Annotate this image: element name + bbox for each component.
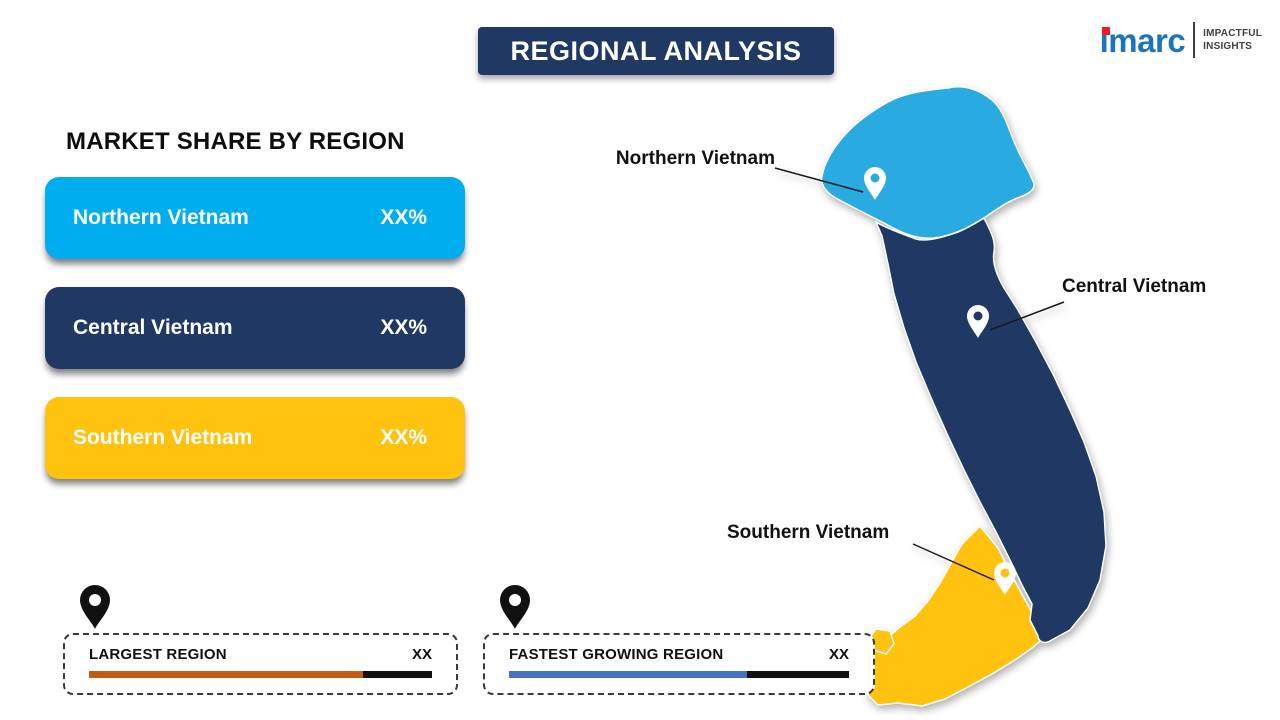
share-bar-value: XX% — [380, 316, 427, 339]
brand-red-dot — [1101, 26, 1110, 35]
tagline-line-1: IMPACTFUL — [1203, 28, 1262, 39]
map-label-southern: Southern Vietnam — [727, 522, 890, 543]
share-bar-label: Central Vietnam — [73, 316, 233, 339]
fastest-growing-bar-end — [747, 671, 849, 678]
brand-wordmark: imarc — [1099, 21, 1186, 59]
share-bar-southern: Southern Vietnam XX% — [45, 397, 465, 479]
largest-region-box: LARGEST REGION XX — [63, 633, 458, 695]
imarc-brand-text: imarc — [1100, 24, 1186, 57]
tagline-line-2: INSIGHTS — [1203, 41, 1252, 52]
fastest-growing-box: FASTEST GROWING REGION XX — [483, 633, 875, 695]
vietnam-map-svg — [774, 86, 1107, 707]
map-label-northern: Northern Vietnam — [615, 148, 775, 169]
fastest-growing-pin-icon — [500, 585, 530, 629]
connector-southern — [912, 543, 995, 581]
page-title: REGIONAL ANALYSIS — [510, 35, 802, 66]
largest-region-bar-main — [89, 671, 364, 678]
market-share-heading: MARKET SHARE BY REGION — [66, 128, 405, 155]
share-bar-central: Central Vietnam XX% — [45, 287, 465, 369]
largest-region-bar-end — [363, 671, 432, 678]
map-label-central: Central Vietnam — [1062, 276, 1207, 297]
logo-tagline: IMPACTFUL INSIGHTS — [1203, 27, 1262, 53]
region-northern-shape — [820, 86, 1035, 240]
fastest-growing-value: XX — [828, 646, 849, 663]
share-bar-label: Southern Vietnam — [73, 426, 253, 449]
location-pin-central — [967, 305, 989, 338]
share-bar-value: XX% — [380, 426, 427, 449]
connector-central — [989, 301, 1065, 331]
region-central-shape — [875, 217, 1107, 644]
largest-region-value: XX — [411, 646, 432, 663]
fastest-growing-bar-main — [509, 671, 747, 678]
largest-region-label: LARGEST REGION — [89, 646, 227, 663]
fastest-growing-bar — [509, 671, 849, 678]
share-bar-northern: Northern Vietnam XX% — [45, 177, 465, 259]
location-pin-southern — [994, 562, 1016, 595]
connector-northern — [774, 167, 864, 193]
fastest-growing-label: FASTEST GROWING REGION — [509, 646, 724, 663]
vietnam-map — [560, 80, 1160, 720]
largest-region-bar — [89, 671, 432, 678]
title-banner: REGIONAL ANALYSIS — [478, 27, 834, 75]
logo-divider — [1193, 22, 1196, 58]
location-pin-northern — [864, 167, 886, 200]
share-bar-value: XX% — [380, 206, 427, 229]
imarc-logo: imarc IMPACTFUL INSIGHTS — [1100, 22, 1262, 58]
share-bar-label: Northern Vietnam — [73, 206, 249, 229]
largest-region-pin-icon — [80, 585, 110, 629]
